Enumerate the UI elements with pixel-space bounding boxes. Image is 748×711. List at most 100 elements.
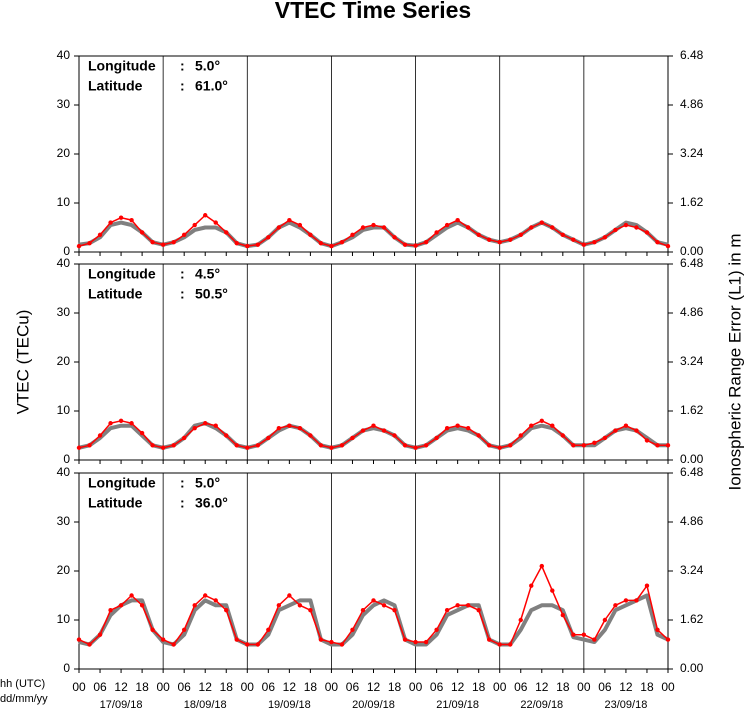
data-point xyxy=(550,225,555,230)
data-point xyxy=(539,220,544,225)
data-point xyxy=(129,421,134,426)
info-sep: : xyxy=(180,58,185,74)
data-point xyxy=(497,445,502,450)
data-point xyxy=(581,632,587,637)
data-point xyxy=(266,435,271,441)
x-tick-label: 00 xyxy=(493,680,507,694)
data-point xyxy=(287,593,292,598)
data-point xyxy=(318,240,324,246)
data-point xyxy=(245,445,250,450)
x-tick-label: 12 xyxy=(535,680,549,694)
data-point xyxy=(392,433,397,438)
x-tick-label: 06 xyxy=(514,680,528,694)
data-point xyxy=(203,421,208,426)
y2-tick-label: 3.24 xyxy=(680,563,704,577)
data-point xyxy=(150,627,155,632)
data-point xyxy=(339,240,345,245)
data-point xyxy=(108,421,113,426)
x-tick-label: 12 xyxy=(283,680,297,694)
data-point xyxy=(592,637,597,642)
data-point xyxy=(329,639,334,645)
y2-tick-label: 0.00 xyxy=(680,244,704,258)
x-tick-label: 00 xyxy=(156,680,170,694)
y2-tick-label: 0.00 xyxy=(680,661,704,675)
data-point xyxy=(655,627,660,632)
data-point xyxy=(508,237,513,242)
data-point xyxy=(255,242,261,247)
y-tick-label: 40 xyxy=(57,48,71,62)
data-point xyxy=(434,230,439,235)
data-point xyxy=(160,637,166,642)
data-point xyxy=(644,583,650,588)
data-point xyxy=(434,435,439,441)
data-point xyxy=(550,423,555,428)
data-point xyxy=(550,588,555,593)
data-point xyxy=(129,217,134,223)
chart-title: VTEC Time Series xyxy=(275,0,471,23)
data-point xyxy=(381,603,387,608)
data-point xyxy=(413,445,418,450)
data-point xyxy=(455,423,460,428)
data-point xyxy=(97,232,103,238)
data-point xyxy=(360,225,366,230)
y-axis-label: VTEC (TECu) xyxy=(13,310,32,415)
data-point xyxy=(402,242,408,247)
data-point xyxy=(486,637,492,642)
data-point xyxy=(318,443,324,448)
data-point xyxy=(644,438,650,443)
data-point xyxy=(655,240,660,245)
data-point xyxy=(623,423,629,428)
y-tick-label: 0 xyxy=(63,452,70,466)
y-tick-label: 10 xyxy=(57,195,71,209)
data-point xyxy=(529,583,534,588)
data-point xyxy=(592,240,597,245)
data-point xyxy=(329,445,334,450)
data-point xyxy=(87,443,92,448)
data-point xyxy=(371,598,376,603)
data-point xyxy=(360,608,366,613)
info-sep: : xyxy=(180,495,185,511)
data-point xyxy=(423,443,429,448)
data-point xyxy=(518,433,523,438)
x-tick-label: 06 xyxy=(346,680,360,694)
y2-tick-label: 1.62 xyxy=(680,403,704,417)
x-unit-label: hh (UTC) xyxy=(0,678,45,690)
data-point xyxy=(560,612,566,618)
data-point xyxy=(297,603,303,608)
info-label: Latitude xyxy=(88,78,143,94)
info-label: Longitude xyxy=(88,475,156,491)
data-point xyxy=(139,603,145,608)
data-point xyxy=(613,227,618,233)
y2-tick-label: 1.62 xyxy=(680,612,704,626)
x-tick-label: 06 xyxy=(93,680,107,694)
data-point xyxy=(224,433,229,438)
date-label: 22/09/18 xyxy=(520,699,563,711)
data-point xyxy=(665,637,671,642)
data-point xyxy=(402,443,408,448)
data-point xyxy=(245,642,250,647)
x-tick-label: 18 xyxy=(556,680,570,694)
data-point xyxy=(266,235,271,240)
y-tick-label: 30 xyxy=(57,97,71,111)
x-tick-label: 18 xyxy=(640,680,654,694)
plot-frame xyxy=(78,263,669,461)
data-point xyxy=(108,608,113,613)
data-point xyxy=(508,443,513,448)
info-value: 5.0° xyxy=(195,475,220,491)
date-label: 18/09/18 xyxy=(184,699,227,711)
data-point xyxy=(129,593,134,598)
data-point xyxy=(360,428,366,433)
y-tick-label: 20 xyxy=(57,563,71,577)
data-point xyxy=(476,232,481,238)
data-point xyxy=(571,237,576,242)
data-point xyxy=(602,617,608,623)
x-tick-label: 06 xyxy=(430,680,444,694)
info-value: 36.0° xyxy=(195,495,228,511)
data-point xyxy=(371,222,376,228)
y2-tick-label: 4.86 xyxy=(680,97,704,111)
data-point xyxy=(171,642,176,647)
data-point xyxy=(529,225,534,230)
data-point xyxy=(402,637,408,642)
date-label: 23/09/18 xyxy=(605,699,648,711)
